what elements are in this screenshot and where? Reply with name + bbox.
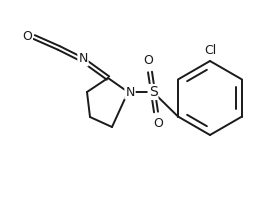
Text: Cl: Cl [204,44,216,57]
Text: O: O [143,54,153,67]
Text: N: N [125,86,135,98]
Text: O: O [22,30,32,44]
Text: S: S [149,85,157,99]
Text: O: O [153,117,163,130]
Text: N: N [78,52,88,66]
